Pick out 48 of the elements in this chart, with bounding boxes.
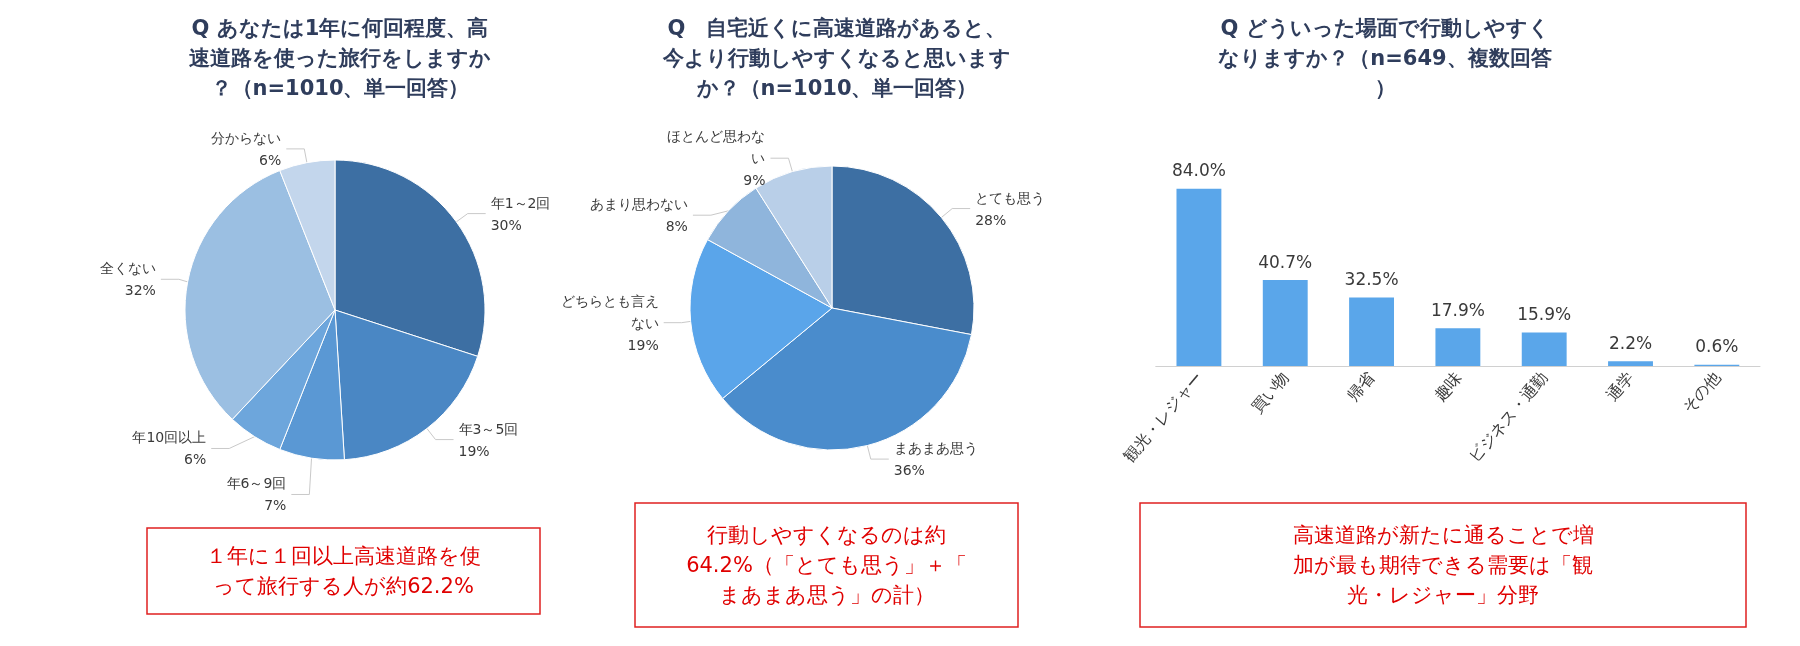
bar	[1176, 188, 1222, 366]
x-tick-label: 趣味	[1430, 367, 1466, 405]
data-label: 19%	[627, 336, 659, 353]
slice-label: 年1～2回	[490, 194, 551, 211]
x-tick-label: 帰省	[1343, 367, 1379, 405]
data-label: 15.9%	[1517, 303, 1572, 324]
data-label: 6%	[184, 451, 207, 468]
slice-label: 年6～9回	[226, 475, 287, 492]
data-label: 36%	[893, 462, 925, 479]
bar	[1262, 280, 1308, 366]
slice-label: まあまあ思う	[893, 440, 978, 457]
x-tick-label: 通学	[1602, 367, 1638, 405]
x-tick-label: その他	[1678, 367, 1725, 417]
bar	[1608, 361, 1653, 366]
data-label: 40.7%	[1258, 251, 1313, 272]
slice-label: どちらとも言えない	[560, 292, 659, 331]
x-tick-label: ビジネス・通勤	[1464, 367, 1552, 466]
data-label: 8%	[665, 218, 688, 235]
chart-title: Q どういった場面で行動しやすくなりますか？（n=649、複数回答）	[1218, 16, 1552, 100]
slice-label: 全くない	[99, 260, 156, 277]
data-label: 6%	[259, 151, 282, 168]
data-label: 0.6%	[1695, 336, 1739, 357]
data-label: 84.0%	[1171, 160, 1226, 181]
chart-title: Q 自宅近くに高速道路があると、今より行動しやすくなると思いますか？（n=1010、単一回答）	[662, 16, 1011, 100]
text: １年に１回以上高速道路を使って旅行する人が約62.2%	[206, 544, 481, 598]
slice-label: あまり思わない	[589, 196, 688, 213]
bar	[1521, 332, 1567, 366]
data-label: 30%	[490, 216, 522, 233]
x-tick-label: 観光・レジャー	[1119, 367, 1207, 466]
data-label: 32%	[124, 282, 156, 299]
data-label: 2.2%	[1608, 332, 1653, 353]
x-tick-label: 買い物	[1247, 367, 1293, 417]
data-label: 17.9%	[1430, 299, 1485, 320]
bar	[1349, 297, 1395, 366]
data-label: 32.5%	[1344, 268, 1399, 289]
slice-label: 年3～5回	[458, 420, 519, 437]
slice-label: 分からない	[211, 129, 282, 146]
bar	[1435, 328, 1481, 366]
slice-label: ほとんど思わない	[667, 128, 766, 167]
data-label: 7%	[264, 497, 287, 514]
text: 高速道路が新たに通ることで増加が最も期待できる需要は「観光・レジャー」分野	[1292, 523, 1594, 607]
data-label: 28%	[975, 211, 1007, 228]
slice-label: 年10回以上	[132, 429, 207, 446]
slice-label: とても思う	[975, 189, 1046, 206]
chart-title: Q あなたは1年に何回程度、高速道路を使った旅行をしますか？（n=1010、単一回答）	[189, 16, 491, 100]
text: 行動しやすくなるのは約64.2%（「とても思う」＋「まあまあ思う」の計）	[686, 523, 967, 607]
data-label: 19%	[458, 442, 490, 459]
data-label: 9%	[743, 172, 766, 189]
